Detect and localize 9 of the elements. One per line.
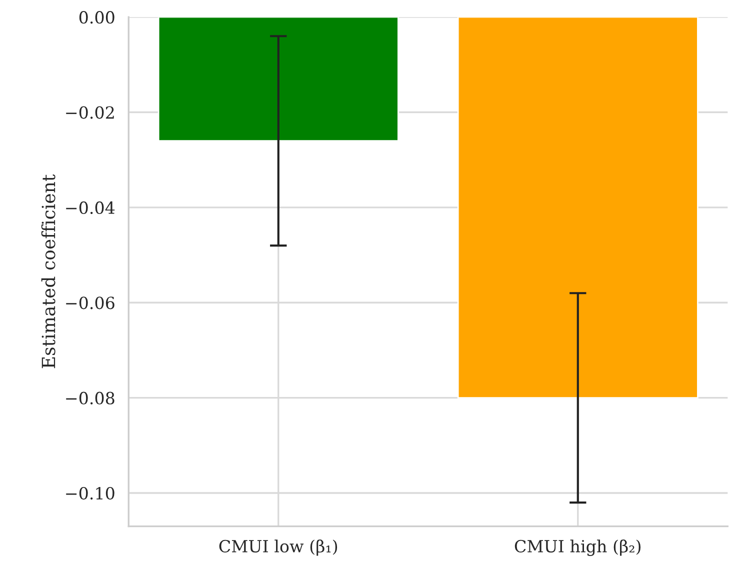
x-tick-label: CMUI low (β₁) xyxy=(219,540,338,556)
y-tick-label: −0.06 xyxy=(66,296,114,310)
y-tick-label: 0.00 xyxy=(79,11,114,24)
y-tick-label: −0.02 xyxy=(66,106,114,119)
y-axis-title: Estimated coefficient xyxy=(41,174,56,368)
y-tick-label: −0.08 xyxy=(66,392,114,404)
y-tick-label: −0.10 xyxy=(66,486,114,500)
y-tick-label: −0.04 xyxy=(66,201,115,214)
x-tick-label: CMUI high (β₂) xyxy=(514,540,640,556)
